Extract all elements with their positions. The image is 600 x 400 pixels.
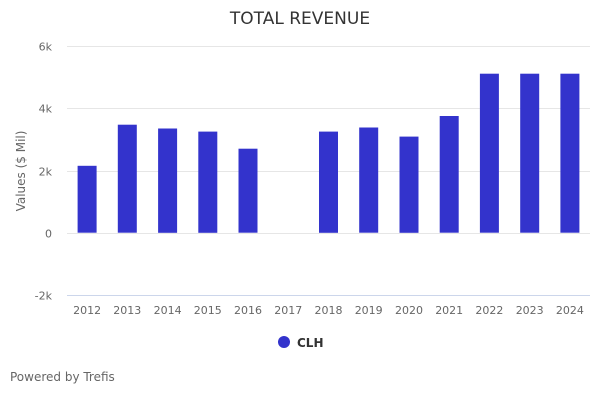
- bar-2015[interactable]: [198, 131, 218, 233]
- bar-2019[interactable]: [359, 127, 379, 233]
- bar-2024[interactable]: [560, 73, 580, 233]
- y-tick-label: -2k: [35, 290, 53, 303]
- bar-2014[interactable]: [158, 128, 178, 233]
- x-tick-label: 2012: [73, 304, 101, 317]
- bar-2018[interactable]: [319, 131, 338, 233]
- x-tick-label: 2014: [154, 304, 182, 317]
- x-tick-label: 2020: [395, 304, 423, 317]
- bar-2021[interactable]: [439, 116, 459, 233]
- chart-title: TOTAL REVENUE: [229, 9, 370, 29]
- x-tick-label: 2017: [274, 304, 302, 317]
- bar-2023[interactable]: [520, 73, 540, 233]
- x-tick-label: 2016: [234, 304, 262, 317]
- x-tick-label: 2018: [315, 304, 343, 317]
- bar-2013[interactable]: [117, 124, 137, 233]
- x-tick-label: 2022: [475, 304, 503, 317]
- legend-marker-clh[interactable]: [278, 336, 290, 348]
- bar-2016[interactable]: [238, 148, 258, 233]
- credit-text[interactable]: Powered by Trefis: [10, 370, 115, 384]
- y-tick-label: 6k: [39, 41, 53, 54]
- bar-2020[interactable]: [399, 136, 419, 233]
- x-tick-label: 2024: [556, 304, 584, 317]
- bar-2012[interactable]: [77, 165, 97, 233]
- y-tick-label: 0: [45, 228, 52, 241]
- x-tick-label: 2015: [194, 304, 222, 317]
- x-tick-label: 2023: [516, 304, 544, 317]
- x-axis-ticks: 2012 2013 2014 2015 2016 2017 2018 2019 2020 2021…: [73, 304, 584, 317]
- legend-label-clh[interactable]: CLH: [297, 336, 324, 350]
- legend[interactable]: CLH: [278, 336, 324, 350]
- y-tick-label: 2k: [39, 166, 53, 179]
- bar-series: [77, 73, 580, 233]
- x-tick-label: 2019: [355, 304, 383, 317]
- x-tick-label: 2021: [435, 304, 463, 317]
- bar-2022[interactable]: [479, 73, 499, 233]
- x-tick-label: 2013: [113, 304, 141, 317]
- y-axis-ticks: 6k 4k 2k 0 -2k: [35, 41, 53, 303]
- y-axis-label: Values ($ Mil): [14, 131, 28, 212]
- y-tick-label: 4k: [39, 103, 53, 116]
